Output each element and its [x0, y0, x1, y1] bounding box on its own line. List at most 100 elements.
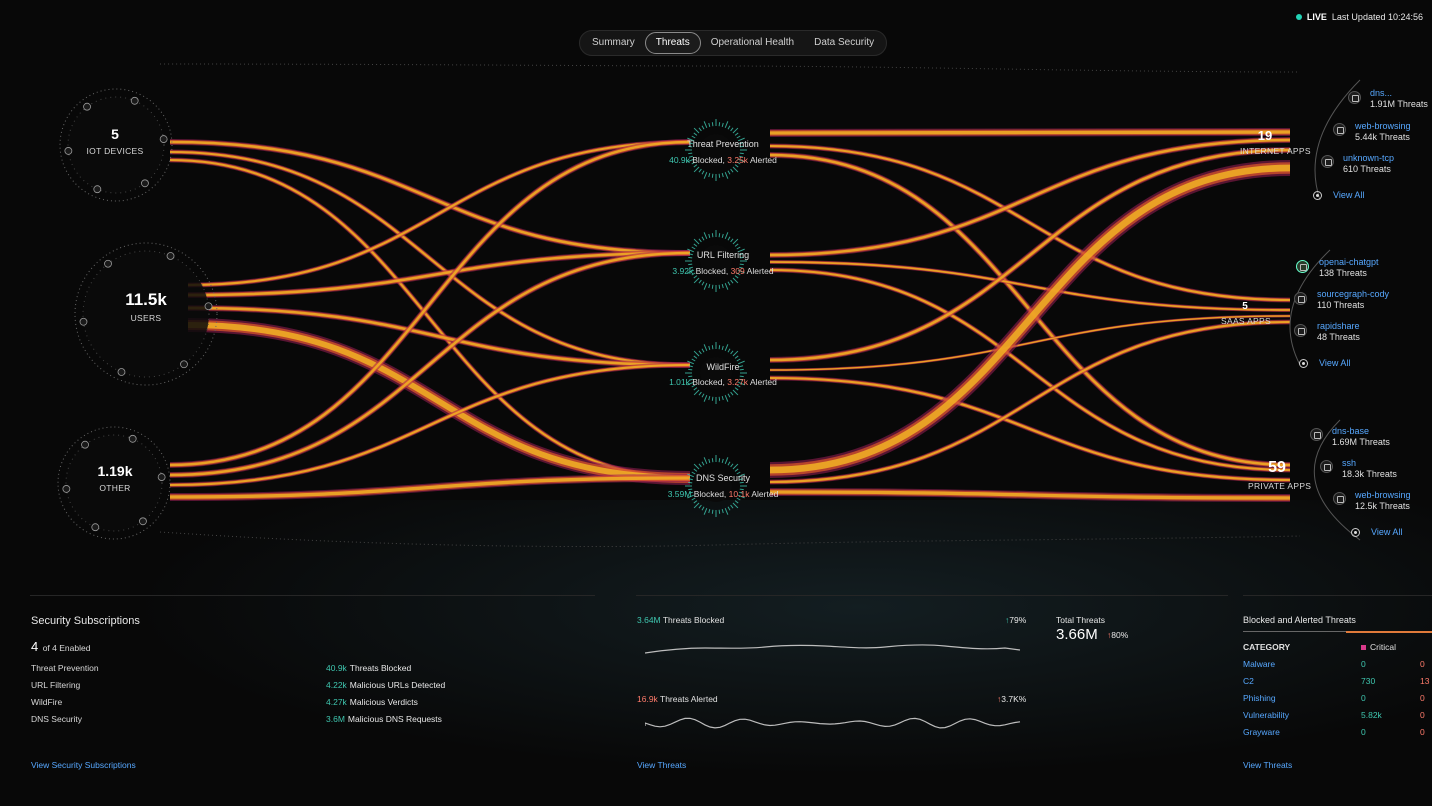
app-item-openai-chatgpt[interactable]: openai-chatgpt 138 Threats — [1319, 257, 1379, 278]
hub-tick — [721, 233, 724, 238]
app-item-web-browsing[interactable]: web-browsing 5.44k Threats — [1355, 121, 1411, 142]
hub-tick — [739, 152, 744, 155]
category-vulnerability[interactable]: Vulnerability — [1243, 710, 1289, 720]
app-icon — [1320, 460, 1333, 473]
live-dot-icon — [1295, 14, 1302, 20]
app-item-ssh[interactable]: ssh 18.3k Threats — [1342, 458, 1397, 479]
saas-apps-view-all[interactable]: View All — [1319, 358, 1351, 368]
entity-icon — [141, 179, 149, 188]
hub-tick — [693, 387, 698, 391]
hub-tick — [718, 233, 721, 238]
hub-tick — [693, 243, 698, 247]
hub-tick — [737, 158, 745, 163]
hub-tick — [721, 173, 724, 178]
blocked-alerted-title: Blocked and Alerted Threats — [1243, 615, 1356, 625]
guide-top — [159, 63, 1301, 73]
hub-tick — [693, 389, 700, 396]
hub-tick — [730, 238, 734, 243]
hub-tick — [688, 253, 693, 256]
hub-tick — [701, 281, 705, 286]
hub-tick — [734, 355, 739, 359]
hub-tick — [739, 266, 744, 269]
tab-data-security[interactable]: Data Security — [814, 37, 875, 48]
tab-summary[interactable]: Summary — [592, 37, 635, 48]
hub-tick — [734, 387, 739, 391]
hub-threat-prevention[interactable]: Threat Prevention — [687, 139, 759, 149]
app-item-dns-base[interactable]: dns-base 1.69M Threats — [1332, 426, 1390, 447]
hub-tick — [711, 509, 714, 514]
app-item-sourcegraph-cody[interactable]: sourcegraph-cody 110 Threats — [1317, 289, 1390, 310]
hub-dns-security[interactable]: DNS Security — [695, 473, 750, 483]
entity-icon — [79, 317, 88, 326]
internet-apps-view-all[interactable]: View All — [1333, 190, 1365, 200]
ribbon-left — [169, 149, 691, 368]
hub-tick — [708, 345, 711, 350]
source-ring — [74, 242, 218, 386]
ribbon-right — [769, 267, 1291, 473]
panel-divider — [636, 595, 1228, 596]
hub-tick — [737, 494, 745, 499]
app-item-unknown-tcp[interactable]: unknown-tcp 610 Threats — [1343, 153, 1395, 174]
hub-tick — [711, 122, 714, 127]
category-header: CATEGORY — [1243, 642, 1291, 652]
hub-tick — [737, 360, 745, 365]
hub-tick — [691, 497, 696, 501]
category-c2[interactable]: C2 — [1243, 676, 1254, 686]
subscription-name: WildFire — [31, 697, 63, 707]
hub-tick — [688, 365, 693, 368]
hub-tick — [739, 378, 744, 381]
hub-tick — [730, 168, 734, 173]
iot-devices-label: IOT DEVICES — [86, 146, 144, 156]
view-tabs: Summary Threats Operational Health Data … — [579, 30, 888, 56]
threats-blocked-change: ↑79% — [1005, 615, 1027, 625]
entity-icon — [104, 259, 112, 268]
hub-tick — [721, 122, 724, 127]
hub-wildfire[interactable]: WildFire — [706, 362, 740, 372]
view-security-subscriptions-link[interactable]: View Security Subscriptions — [31, 760, 136, 770]
app-item-web-browsing-private[interactable]: web-browsing 12.5k Threats — [1355, 490, 1411, 511]
hub-tick — [724, 394, 729, 402]
hub-tick — [701, 461, 705, 466]
app-item-dns[interactable]: dns... 1.91M Threats — [1370, 88, 1428, 109]
entity-icon — [204, 302, 213, 311]
private-apps-view-all[interactable]: View All — [1371, 527, 1403, 537]
entity-icon — [128, 434, 137, 443]
ribbon-right — [769, 137, 1291, 258]
app-item-rapidshare[interactable]: rapidshare 48 Threats — [1317, 321, 1360, 342]
hub-tick — [736, 471, 741, 475]
hub-tick — [691, 161, 696, 165]
hub-tick — [708, 173, 711, 178]
other-label: OTHER — [99, 483, 131, 493]
ribbon-right — [769, 375, 1291, 483]
ribbon-left — [169, 139, 691, 468]
ribbon-left — [169, 139, 691, 256]
hub-tick — [724, 121, 729, 129]
view-threats-link-2[interactable]: View Threats — [1243, 760, 1293, 770]
view-threats-link[interactable]: View Threats — [637, 760, 687, 770]
hub-tick — [718, 122, 721, 127]
hub-tick — [721, 509, 724, 514]
hub-tick — [727, 393, 731, 398]
category-grayware[interactable]: Grayware — [1243, 727, 1280, 737]
hub-tick — [739, 481, 744, 484]
hub-tick — [734, 164, 739, 168]
hub-tick — [727, 461, 731, 466]
hub-tick — [732, 389, 739, 396]
category-value: 0 — [1420, 659, 1425, 669]
hub-tick — [698, 391, 702, 396]
category-value: 0 — [1361, 659, 1366, 669]
app-connector — [1313, 419, 1361, 541]
category-malware[interactable]: Malware — [1243, 659, 1276, 669]
hub-tick — [739, 263, 744, 266]
last-updated: Last Updated 10:24:56 — [1331, 12, 1423, 22]
entity-icon — [139, 517, 147, 526]
subscription-name: Threat Prevention — [31, 663, 99, 673]
hub-url-filtering[interactable]: URL Filtering — [696, 250, 750, 260]
category-phishing[interactable]: Phishing — [1243, 693, 1276, 703]
tab-threats[interactable]: Threats — [644, 32, 701, 54]
total-threats-change: ↑80% — [1107, 630, 1129, 640]
hub-tick — [688, 368, 693, 371]
tab-operational-health[interactable]: Operational Health — [710, 37, 795, 48]
hub-tick — [698, 350, 702, 355]
ribbon-right — [769, 319, 1291, 485]
